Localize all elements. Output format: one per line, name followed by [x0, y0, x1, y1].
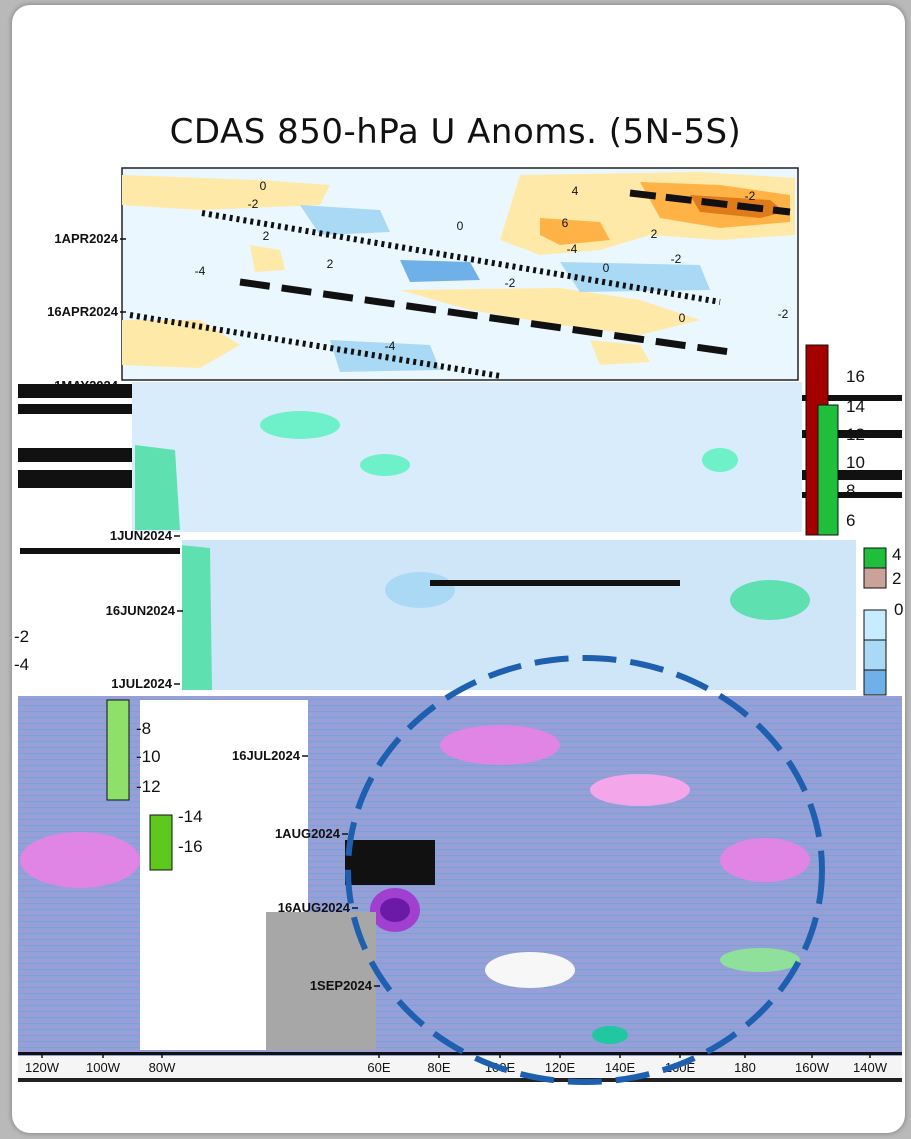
- colorbar-label: 0: [894, 600, 903, 619]
- x-tick-label: 100W: [86, 1060, 121, 1075]
- y-tick-label: 1JUL2024: [111, 676, 172, 691]
- chart-title: CDAS 850-hPa U Anoms. (5N-5S): [169, 112, 742, 152]
- contour-label: -4: [567, 242, 578, 256]
- dashed-line-upper: [629, 189, 791, 216]
- y-axis-ticks: 1APR2024 16APR2024 1MAY2024 16MAY2024 1JUN20…: [47, 231, 380, 993]
- x-tick-label: 140W: [853, 1060, 888, 1075]
- contour-label: 2: [651, 227, 658, 241]
- colorbar-main: [106, 344, 887, 871]
- contour-label: -4: [195, 264, 206, 278]
- colorbar-label: 14: [846, 397, 865, 416]
- colorbar-label: -8: [136, 719, 151, 738]
- x-tick-label: 80E: [427, 1060, 450, 1075]
- glitch-bars: [18, 384, 902, 586]
- colorbar-label: 6: [846, 511, 855, 530]
- dashed-circle-annotation: [345, 655, 825, 1085]
- colorbar-label: -16: [178, 837, 203, 856]
- x-tick-label: 120W: [25, 1060, 60, 1075]
- left-label-panel: [20, 540, 182, 690]
- contour-label: 0: [457, 219, 464, 233]
- contour-label: 2: [263, 229, 270, 243]
- contour-label: 0: [260, 179, 267, 193]
- lower-anomaly-shading: [20, 411, 810, 1044]
- colorbar-label: -2: [14, 627, 29, 646]
- y-tick-label: 16APR2024: [47, 304, 119, 319]
- x-tick-label: 80W: [149, 1060, 176, 1075]
- y-tick-label: 1SEP2024: [310, 978, 373, 993]
- y-tick-label: 16AUG2024: [278, 900, 351, 915]
- y-tick-label: 16JUL2024: [232, 748, 301, 763]
- colorbar-label: -12: [136, 777, 161, 796]
- colorbar-label: -4: [14, 655, 29, 674]
- x-axis-band: [18, 1056, 902, 1082]
- y-tick-label: 1JUN2024: [110, 528, 173, 543]
- y-tick-label: 1MAY2024: [54, 378, 119, 393]
- colorbar-label: 12: [846, 425, 865, 444]
- contour-label: -2: [505, 276, 516, 290]
- contour-label: -2: [778, 307, 789, 321]
- contour-label: -2: [248, 197, 259, 211]
- colorbar-label: 2: [892, 569, 901, 588]
- mid-panel-1: [132, 382, 802, 532]
- colorbar-labels: 16 14 12 10 8 6 4 2 0 -2 -4 -8 -10 -12 -14 -16: [14, 367, 903, 856]
- contour-label: 6: [562, 216, 569, 230]
- contour-label: 4: [572, 184, 579, 198]
- contour-label: 0: [603, 261, 610, 275]
- x-tick-label: 160W: [795, 1060, 830, 1075]
- x-tick-label: 140E: [605, 1060, 636, 1075]
- colorbar-label: 16: [846, 367, 865, 386]
- contour-label: -4: [385, 339, 396, 353]
- colorbar-label: -10: [136, 747, 161, 766]
- colorbar-label: 4: [892, 545, 901, 564]
- colorbar-label: -14: [178, 807, 203, 826]
- y-tick-label: 1APR2024: [54, 231, 118, 246]
- contour-label: -2: [745, 189, 756, 203]
- x-tick-label: 60E: [367, 1060, 390, 1075]
- y-tick-label: 16MAY2024: [47, 446, 119, 461]
- y-tick-label: 1AUG2024: [275, 826, 341, 841]
- x-axis-ticks: 120W 100W 80W 60E 80E 100E 120E 140E 160E 180 160W…: [25, 1052, 888, 1075]
- contour-label: 2: [327, 257, 334, 271]
- contour-label: -2: [671, 252, 682, 266]
- colorbar-label: 8: [846, 481, 855, 500]
- annotation-lines: [129, 189, 825, 1085]
- colorbar-label: 10: [846, 453, 865, 472]
- x-tick-label: 120E: [545, 1060, 576, 1075]
- y-tick-label: 16JUN2024: [106, 603, 176, 618]
- contour-label: 0: [679, 311, 686, 325]
- x-tick-label: 180: [734, 1060, 756, 1075]
